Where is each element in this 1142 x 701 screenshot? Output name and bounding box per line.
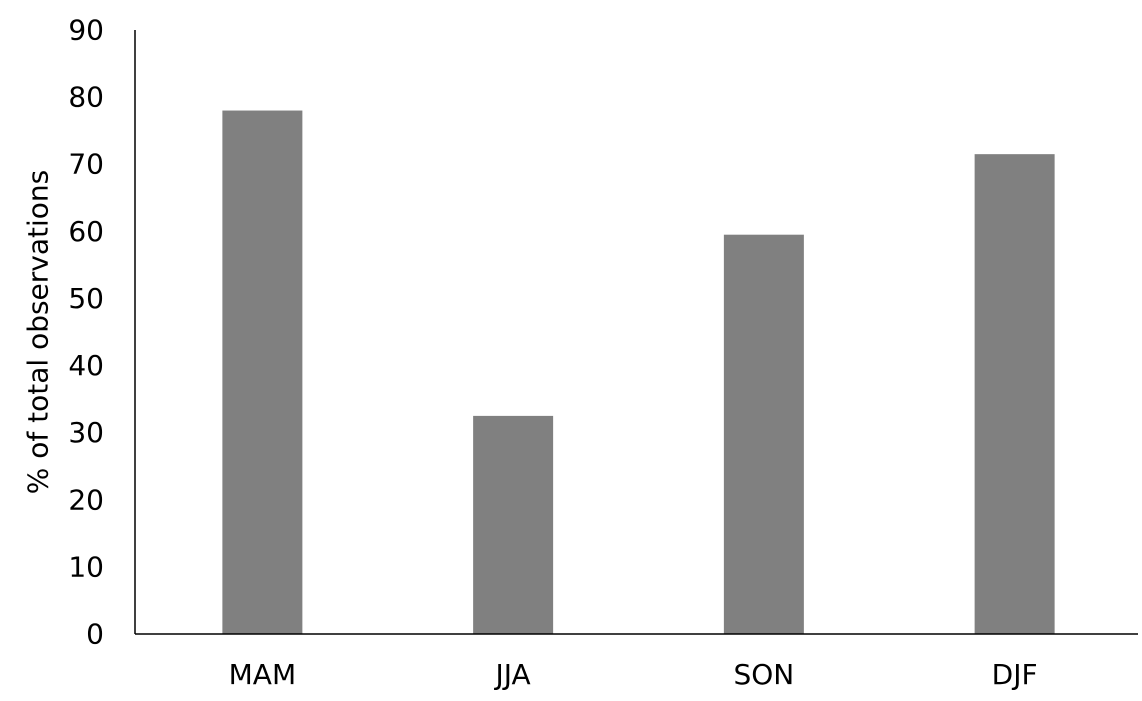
y-axis-title: % of total observations [22, 170, 55, 495]
axes-layer [134, 30, 1138, 635]
y-tick-label: 30 [68, 416, 104, 449]
bars-layer [222, 110, 1055, 635]
y-tick-label: 70 [68, 148, 104, 181]
y-tick-label: 60 [68, 215, 104, 248]
y-tick-label: 0 [86, 618, 104, 651]
bar-son [723, 234, 804, 634]
bar-jja [473, 415, 554, 634]
x-category-label: MAM [229, 658, 296, 691]
y-tick-label: 50 [68, 282, 104, 315]
x-category-label: SON [733, 658, 794, 691]
x-category-label: JJA [494, 658, 531, 691]
y-tick-labels: 0 10 20 30 40 50 60 70 80 90 [68, 14, 104, 651]
bar-djf [974, 154, 1055, 634]
x-category-label: DJF [992, 658, 1038, 691]
bar-mam [222, 110, 303, 635]
x-category-labels: MAM JJA SON DJF [229, 658, 1038, 691]
y-tick-label: 40 [68, 349, 104, 382]
y-tick-label: 20 [68, 483, 104, 516]
y-tick-label: 80 [68, 81, 104, 114]
y-tick-label: 90 [68, 14, 104, 47]
y-tick-label: 10 [68, 550, 104, 583]
